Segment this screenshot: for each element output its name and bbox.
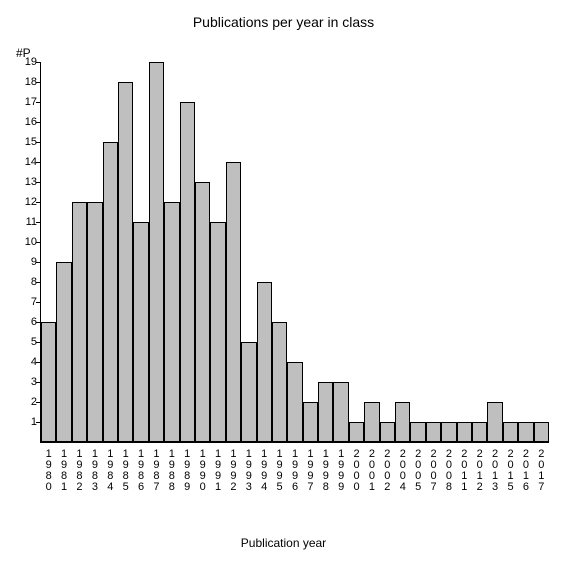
bar — [149, 62, 164, 442]
bar — [364, 402, 379, 442]
x-tick-label: 2012 — [473, 448, 485, 492]
x-tick-label: 1991 — [211, 448, 223, 492]
x-tick-label: 2017 — [534, 448, 546, 492]
bar — [380, 422, 395, 442]
x-tick-label: 2016 — [519, 448, 531, 492]
x-tick-label: 1999 — [334, 448, 346, 492]
x-axis-label: Publication year — [0, 536, 567, 550]
bar — [56, 262, 71, 442]
x-tick-label: 1987 — [149, 448, 161, 492]
y-tick-label: 7 — [13, 297, 37, 308]
x-tick-label: 2007 — [427, 448, 439, 492]
x-tick-label: 1981 — [57, 448, 69, 492]
y-tick-label: 6 — [13, 317, 37, 328]
y-tick-label: 5 — [13, 337, 37, 348]
bar — [410, 422, 425, 442]
x-tick-label: 1998 — [319, 448, 331, 492]
bar — [257, 282, 272, 442]
x-tick-label: 1992 — [226, 448, 238, 492]
bar — [41, 322, 56, 442]
bar — [133, 222, 148, 442]
y-tick-label: 15 — [13, 137, 37, 148]
bar — [180, 102, 195, 442]
y-tick-label: 4 — [13, 357, 37, 368]
y-tick-label: 12 — [13, 197, 37, 208]
chart-container: Publications per year in class #P 123456… — [0, 0, 567, 567]
x-tick-label: 2004 — [396, 448, 408, 492]
x-tick-label: 2000 — [350, 448, 362, 492]
bar — [518, 422, 533, 442]
y-tick-label: 2 — [13, 397, 37, 408]
bar — [318, 382, 333, 442]
x-tick-label: 1985 — [119, 448, 131, 492]
x-tick-label: 1995 — [273, 448, 285, 492]
x-tick-label: 1997 — [303, 448, 315, 492]
bar — [534, 422, 549, 442]
x-tick-label: 1982 — [72, 448, 84, 492]
y-tick-label: 11 — [13, 217, 37, 228]
x-tick-label: 2001 — [365, 448, 377, 492]
x-tick-label: 2005 — [411, 448, 423, 492]
bar — [195, 182, 210, 442]
bar — [118, 82, 133, 442]
x-tick-label: 2011 — [457, 448, 469, 492]
bar — [241, 342, 256, 442]
bar — [164, 202, 179, 442]
bar — [303, 402, 318, 442]
bar — [349, 422, 364, 442]
x-tick-label: 2002 — [380, 448, 392, 492]
y-tick-label: 17 — [13, 97, 37, 108]
bar — [210, 222, 225, 442]
bar — [272, 322, 287, 442]
bar — [287, 362, 302, 442]
bar — [87, 202, 102, 442]
x-tick-label: 1988 — [165, 448, 177, 492]
bar — [72, 202, 87, 442]
x-tick-label: 1984 — [103, 448, 115, 492]
y-tick-label: 16 — [13, 117, 37, 128]
x-tick-label: 1986 — [134, 448, 146, 492]
y-tick-label: 19 — [13, 57, 37, 68]
bar — [457, 422, 472, 442]
x-tick-label: 1996 — [288, 448, 300, 492]
bar — [395, 402, 410, 442]
y-tick-label: 10 — [13, 237, 37, 248]
bar — [426, 422, 441, 442]
bar — [441, 422, 456, 442]
x-tick-label: 2013 — [488, 448, 500, 492]
x-tick-label: 1980 — [42, 448, 54, 492]
bar — [503, 422, 518, 442]
x-tick-label: 1989 — [180, 448, 192, 492]
bar — [333, 382, 348, 442]
x-tick-label: 2015 — [504, 448, 516, 492]
y-tick-label: 3 — [13, 377, 37, 388]
bar — [472, 422, 487, 442]
y-tick-label: 18 — [13, 77, 37, 88]
bar — [487, 402, 502, 442]
y-tick-label: 8 — [13, 277, 37, 288]
x-tick-label: 2008 — [442, 448, 454, 492]
plot-area — [40, 62, 549, 443]
x-tick-label: 1990 — [196, 448, 208, 492]
y-tick-label: 14 — [13, 157, 37, 168]
bar — [103, 142, 118, 442]
y-tick-label: 1 — [13, 417, 37, 428]
y-tick-label: 13 — [13, 177, 37, 188]
x-tick-label: 1993 — [242, 448, 254, 492]
bar — [226, 162, 241, 442]
x-tick-label: 1994 — [257, 448, 269, 492]
x-tick-label: 1983 — [88, 448, 100, 492]
y-tick-label: 9 — [13, 257, 37, 268]
chart-title: Publications per year in class — [0, 14, 567, 30]
